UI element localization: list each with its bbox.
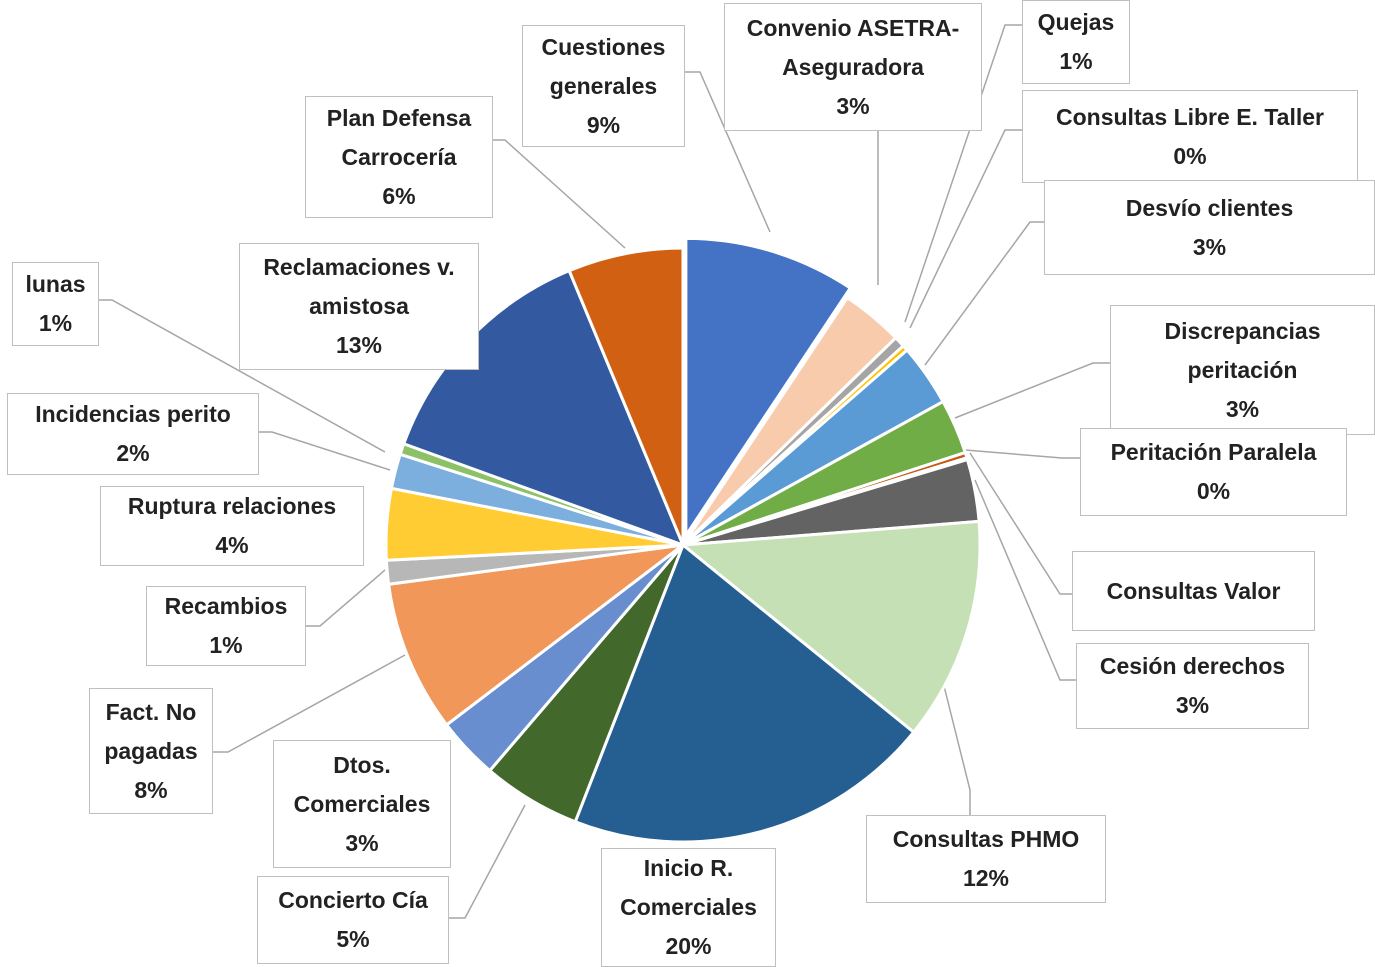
category-label: Consultas Valor bbox=[1106, 577, 1281, 604]
category-label: Recambios bbox=[164, 593, 288, 619]
value-label: 2% bbox=[116, 440, 150, 466]
value-label: 0% bbox=[1173, 142, 1207, 169]
value-label: 3% bbox=[345, 829, 379, 856]
category-label: Consultas Libre E. Taller bbox=[1056, 103, 1324, 130]
category-label: Convenio ASETRA-Aseguradora bbox=[746, 14, 960, 80]
data-label: Cesión derechos 3% bbox=[1076, 643, 1309, 729]
value-label: 9% bbox=[586, 111, 621, 138]
leader-line bbox=[449, 804, 526, 919]
value-label: 3% bbox=[836, 92, 870, 119]
leader-line bbox=[685, 71, 771, 233]
category-label: Cuestiones generales bbox=[541, 33, 666, 99]
leader-line bbox=[213, 654, 406, 753]
pie-slice bbox=[684, 236, 853, 541]
data-label: Dtos. Comerciales 3% bbox=[273, 740, 451, 868]
data-label: Peritación Paralela 0% bbox=[1080, 428, 1347, 516]
value-label: 3% bbox=[1192, 233, 1227, 260]
category-label: Dtos. Comerciales bbox=[293, 751, 431, 817]
data-label: Inicio R. Comerciales 20% bbox=[601, 848, 776, 967]
value-label: 20% bbox=[665, 933, 712, 959]
value-label: 6% bbox=[382, 182, 416, 209]
data-label: Consultas PHMO 12% bbox=[866, 815, 1106, 903]
leader-line bbox=[493, 139, 626, 249]
category-label: Concierto Cía bbox=[278, 887, 428, 913]
value-label: 1% bbox=[1059, 48, 1093, 74]
category-label: Incidencias perito bbox=[35, 401, 231, 427]
data-label: Ruptura relaciones 4% bbox=[100, 486, 364, 566]
leader-line bbox=[974, 479, 1076, 681]
category-label: Cesión derechos bbox=[1099, 653, 1286, 679]
data-label: Convenio ASETRA-Aseguradora 3% bbox=[724, 3, 982, 131]
leader-line bbox=[99, 299, 386, 453]
value-label: 8% bbox=[134, 776, 168, 803]
leader-line bbox=[306, 569, 386, 627]
pie-slice bbox=[679, 519, 982, 735]
category-label: Inicio R. Comerciales bbox=[620, 855, 757, 920]
pie-slice bbox=[386, 542, 689, 727]
data-label: Desvío clientes 3% bbox=[1044, 180, 1375, 275]
category-label: Discrepancias peritación bbox=[1164, 317, 1321, 383]
pie-slice bbox=[567, 246, 685, 546]
value-label: 4% bbox=[215, 532, 249, 558]
data-label: Consultas Valor bbox=[1072, 551, 1315, 631]
category-label: Reclamaciones v. amistosa bbox=[263, 254, 455, 319]
data-label: Consultas Libre E. Taller 0% bbox=[1022, 90, 1358, 183]
leader-line bbox=[954, 362, 1110, 419]
data-label: Discrepancias peritación 3% bbox=[1110, 305, 1375, 435]
value-label: 3% bbox=[1175, 692, 1210, 718]
category-label: lunas bbox=[25, 271, 86, 297]
data-label: Fact. No pagadas 8% bbox=[89, 688, 213, 814]
value-label: 0% bbox=[1196, 478, 1231, 504]
pie-slice bbox=[573, 542, 916, 844]
category-label: Desvío clientes bbox=[1125, 194, 1294, 221]
value-label: 12% bbox=[962, 865, 1010, 891]
value-label: 1% bbox=[209, 632, 243, 658]
leader-line bbox=[924, 221, 1044, 366]
leader-line bbox=[939, 669, 971, 815]
category-label: Peritación Paralela bbox=[1110, 439, 1317, 465]
data-label: Quejas 1% bbox=[1022, 0, 1130, 84]
category-label: Ruptura relaciones bbox=[127, 493, 337, 519]
leader-line bbox=[904, 24, 1022, 323]
data-label: Reclamaciones v. amistosa 13% bbox=[239, 243, 479, 370]
data-label: Incidencias perito 2% bbox=[7, 393, 259, 475]
data-label: Plan Defensa Carrocería 6% bbox=[305, 96, 493, 218]
value-label: 13% bbox=[335, 332, 383, 358]
value-label: 1% bbox=[38, 310, 73, 336]
data-label: lunas 1% bbox=[12, 262, 99, 346]
leader-line bbox=[964, 449, 1080, 459]
leader-line bbox=[259, 431, 391, 471]
category-label: Quejas bbox=[1037, 9, 1115, 35]
category-label: Consultas PHMO bbox=[892, 826, 1080, 852]
value-label: 5% bbox=[336, 926, 370, 952]
category-label: Fact. No pagadas bbox=[104, 698, 198, 764]
value-label: 3% bbox=[1225, 395, 1260, 422]
data-label: Concierto Cía 5% bbox=[257, 876, 449, 964]
data-label: Recambios 1% bbox=[146, 586, 306, 666]
category-label: Plan Defensa Carrocería bbox=[326, 104, 472, 170]
leader-line bbox=[969, 452, 1072, 595]
leader-line bbox=[909, 129, 1022, 329]
data-label: Cuestiones generales 9% bbox=[522, 25, 685, 147]
